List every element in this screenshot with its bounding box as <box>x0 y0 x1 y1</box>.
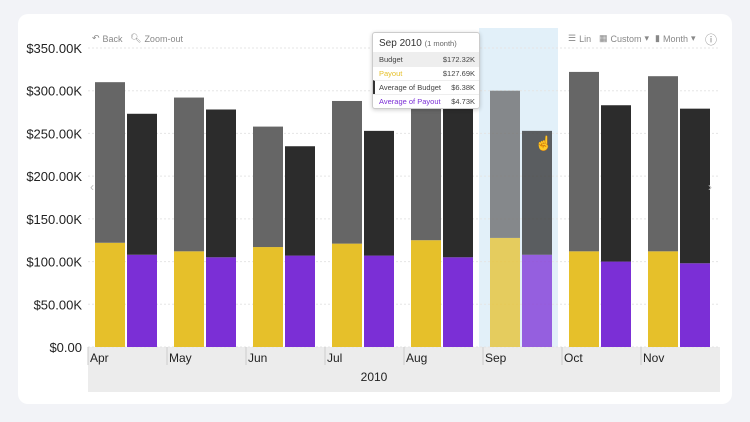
period-label: Month <box>662 33 688 44</box>
bar-budget <box>569 71 599 252</box>
bar-payout <box>174 251 204 347</box>
tooltip-value: $172.32K <box>442 55 475 64</box>
bar-payout <box>332 243 362 347</box>
tooltip-row: Average of Budget $6.38K <box>373 80 479 94</box>
cursor-hand-icon: ☝ <box>535 134 552 152</box>
tooltip-value: $6.38K <box>451 83 475 92</box>
bar-payout <box>253 247 283 347</box>
bar-payout <box>411 240 441 347</box>
bar-average-of-payout <box>601 261 631 347</box>
info-icon[interactable]: ⓘ <box>705 33 718 47</box>
bar-average-of-payout <box>680 263 710 347</box>
bar-payout <box>95 242 125 347</box>
bar-payout <box>569 251 599 347</box>
x-tick-label: Apr <box>90 351 109 365</box>
bar-average-of-budget <box>522 130 552 255</box>
bar-payout <box>490 237 520 347</box>
scale-label: Lin <box>579 33 592 44</box>
y-tick-label: $350.00K <box>26 41 82 56</box>
tooltip-value: $127.69K <box>442 69 475 78</box>
bar-chart-icon: ▮ <box>655 33 660 43</box>
zoom-out-button[interactable]: 🔍︎ Zoom-out <box>130 33 183 44</box>
bar-budget <box>174 97 204 252</box>
bar-average-of-payout <box>206 257 236 347</box>
zoom-out-label: Zoom-out <box>144 33 183 44</box>
tooltip-subtitle: (1 month) <box>424 39 457 48</box>
tooltip-value: $4.73K <box>451 97 475 106</box>
list-icon: ☰ <box>568 33 577 43</box>
bar-payout <box>648 251 678 347</box>
bar-average-of-budget <box>127 113 157 255</box>
x-tick-label: Aug <box>406 351 427 365</box>
y-tick-label: $0.00 <box>49 340 82 355</box>
tooltip-row: Average of Payout $4.73K <box>373 94 479 108</box>
y-tick-label: $200.00K <box>26 169 82 184</box>
calendar-icon: ▦ <box>599 33 608 43</box>
scroll-left-icon[interactable]: ‹ <box>90 180 94 194</box>
back-arrow-icon: ↶ <box>92 33 100 43</box>
bar-average-of-payout <box>522 254 552 347</box>
bar-average-of-budget <box>364 130 394 256</box>
bar-budget <box>648 76 678 252</box>
range-dropdown[interactable]: ▦ Custom ▾ <box>599 33 649 44</box>
x-tick-label: Sep <box>485 351 507 365</box>
tooltip: Sep 2010 (1 month) Budget $172.32K Payout… <box>372 32 480 109</box>
y-tick-label: $150.00K <box>26 212 82 227</box>
bar-average-of-payout <box>285 255 315 347</box>
bar-average-of-budget <box>443 94 473 258</box>
caret-down-icon: ▾ <box>644 33 650 43</box>
tooltip-label: Payout <box>379 69 403 78</box>
tooltip-label: Budget <box>379 55 403 64</box>
bar-average-of-payout <box>364 255 394 347</box>
scroll-right-icon[interactable]: › <box>708 180 712 194</box>
bar-average-of-payout <box>127 254 157 347</box>
bar-average-of-budget <box>601 105 631 262</box>
period-dropdown[interactable]: ▮ Month ▾ <box>655 33 696 44</box>
range-label: Custom <box>610 33 642 44</box>
bar-budget <box>253 126 283 248</box>
bar-budget <box>95 82 125 243</box>
tooltip-title: Sep 2010 <box>379 38 422 49</box>
x-axis-year: 2010 <box>361 370 388 384</box>
scale-button[interactable]: ☰ Lin <box>568 33 591 44</box>
tooltip-label: Average of Budget <box>379 83 441 92</box>
bar-average-of-payout <box>443 257 473 347</box>
tooltip-label: Average of Payout <box>379 97 441 106</box>
back-button[interactable]: ↶ Back <box>92 33 123 44</box>
bar-average-of-budget <box>680 108 710 264</box>
bar-budget <box>490 90 520 238</box>
bar-budget <box>411 94 441 241</box>
x-tick-label: May <box>169 351 192 365</box>
y-tick-label: $300.00K <box>26 84 82 99</box>
tooltip-row: Budget $172.32K <box>373 52 479 66</box>
back-label: Back <box>102 33 123 44</box>
x-tick-label: Nov <box>643 351 664 365</box>
bar-average-of-budget <box>206 109 236 258</box>
x-tick-label: Jul <box>327 351 342 365</box>
tooltip-row: Payout $127.69K <box>373 66 479 80</box>
y-tick-label: $50.00K <box>34 297 83 312</box>
magnifier-icon: 🔍︎ <box>130 33 142 43</box>
x-tick-label: Oct <box>564 351 583 365</box>
bar-average-of-budget <box>285 146 315 256</box>
y-tick-label: $250.00K <box>26 126 82 141</box>
tooltip-header: Sep 2010 (1 month) <box>373 33 479 52</box>
x-tick-label: Jun <box>248 351 267 365</box>
bar-budget <box>332 100 362 244</box>
y-tick-label: $100.00K <box>26 255 82 270</box>
caret-down-icon: ▾ <box>690 33 696 43</box>
